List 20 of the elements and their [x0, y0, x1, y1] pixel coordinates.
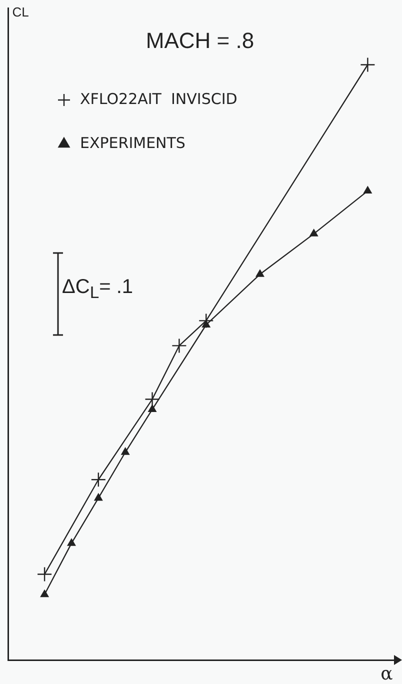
x-axis-title: α	[380, 664, 393, 684]
point	[40, 590, 49, 598]
annotation: ΔC$_{L}$= .1	[62, 276, 133, 303]
point	[36, 566, 52, 582]
point	[310, 229, 318, 236]
point	[148, 404, 156, 412]
point	[256, 270, 264, 277]
point	[198, 313, 214, 328]
point	[121, 448, 130, 455]
point	[360, 57, 376, 72]
y-axis-title: CL	[12, 4, 29, 20]
point	[94, 493, 102, 501]
point	[67, 538, 76, 546]
point	[364, 186, 372, 194]
point	[144, 392, 160, 407]
point	[90, 472, 106, 488]
chart-title: MACH = .8	[146, 28, 254, 54]
legend-label: XFLO22AIT INVISCID	[80, 90, 238, 108]
point	[172, 338, 187, 354]
legend-label: EXPERIMENTS	[80, 134, 186, 152]
